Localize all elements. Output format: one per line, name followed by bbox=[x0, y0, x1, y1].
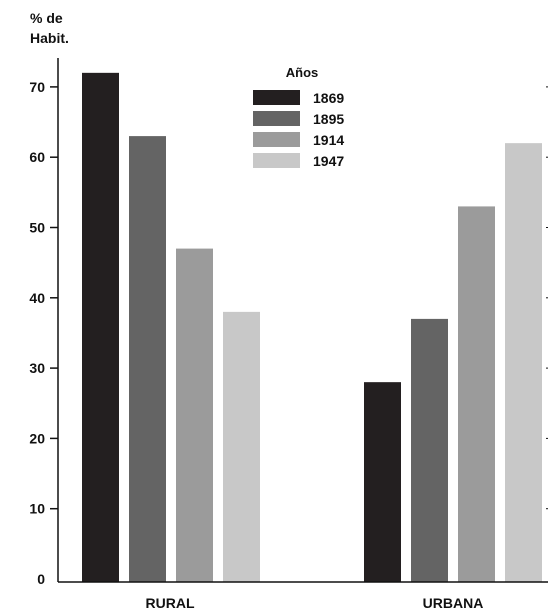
y-tick-label-30: 30 bbox=[29, 360, 45, 376]
legend-swatch-1895 bbox=[253, 111, 300, 126]
bar-rural-1895 bbox=[129, 136, 166, 583]
y-tick-label-20: 20 bbox=[29, 430, 45, 446]
legend-swatch-1914 bbox=[253, 132, 300, 147]
bar-urbana-1914 bbox=[458, 206, 495, 582]
bar-urbana-1895 bbox=[411, 318, 448, 582]
y-tick-label-0: 0 bbox=[37, 571, 45, 587]
y-tick-label-40: 40 bbox=[29, 290, 45, 306]
y-tick-label-10: 10 bbox=[29, 501, 45, 517]
y-tick-label-60: 60 bbox=[29, 149, 45, 165]
category-label-urbana: URBANA bbox=[423, 595, 484, 611]
bar-rural-1947 bbox=[223, 311, 260, 582]
bar-rural-1869 bbox=[82, 72, 119, 582]
legend-label-1895: 1895 bbox=[313, 111, 344, 127]
y-tick-label-70: 70 bbox=[29, 79, 45, 95]
legend-label-1869: 1869 bbox=[313, 90, 344, 106]
legend-swatch-1947 bbox=[253, 153, 300, 168]
legend-title: Años bbox=[286, 65, 319, 80]
legend-label-1947: 1947 bbox=[313, 153, 344, 169]
y-axis-label-line2: Habit. bbox=[30, 30, 69, 46]
y-tick-label-50: 50 bbox=[29, 220, 45, 236]
bar-urbana-1947 bbox=[505, 143, 542, 582]
legend-label-1914: 1914 bbox=[313, 132, 344, 148]
bar-rural-1914 bbox=[176, 248, 213, 582]
bars-group bbox=[82, 72, 542, 583]
y-axis-label-line1: % de bbox=[30, 10, 63, 26]
y-axis-ticks: 0 10 20 30 40 50 60 70 bbox=[29, 79, 58, 587]
legend: Años 1869 1895 1914 1947 bbox=[253, 65, 344, 169]
legend-swatch-1869 bbox=[253, 90, 300, 105]
category-label-rural: RURAL bbox=[146, 595, 195, 611]
bar-urbana-1869 bbox=[364, 382, 401, 582]
